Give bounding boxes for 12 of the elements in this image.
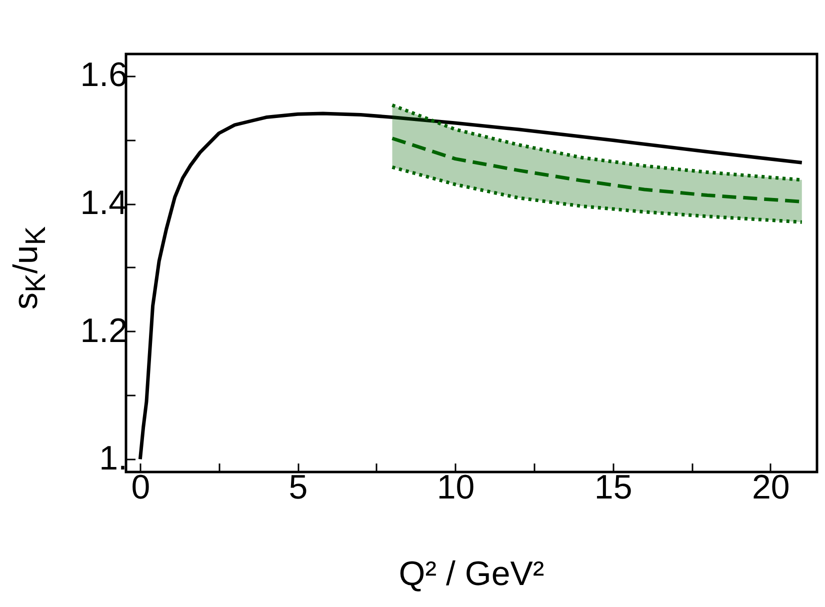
line-series — [390, 165, 804, 224]
x-axis-title: Q² / GeV² — [398, 555, 546, 594]
x-tick-label: 15 — [594, 468, 632, 506]
y-tick-label: 1.2 — [80, 312, 128, 350]
y-tick-label: 1.6 — [80, 56, 128, 94]
y-tick-label: 1. — [99, 440, 128, 478]
x-tick-label: 10 — [436, 468, 475, 506]
line-series — [138, 112, 804, 461]
x-tick-label: 20 — [752, 468, 790, 506]
x-tick-label: 5 — [288, 468, 308, 506]
y-tick-label: 1.4 — [80, 184, 128, 222]
x-tick-label: 0 — [131, 468, 150, 506]
